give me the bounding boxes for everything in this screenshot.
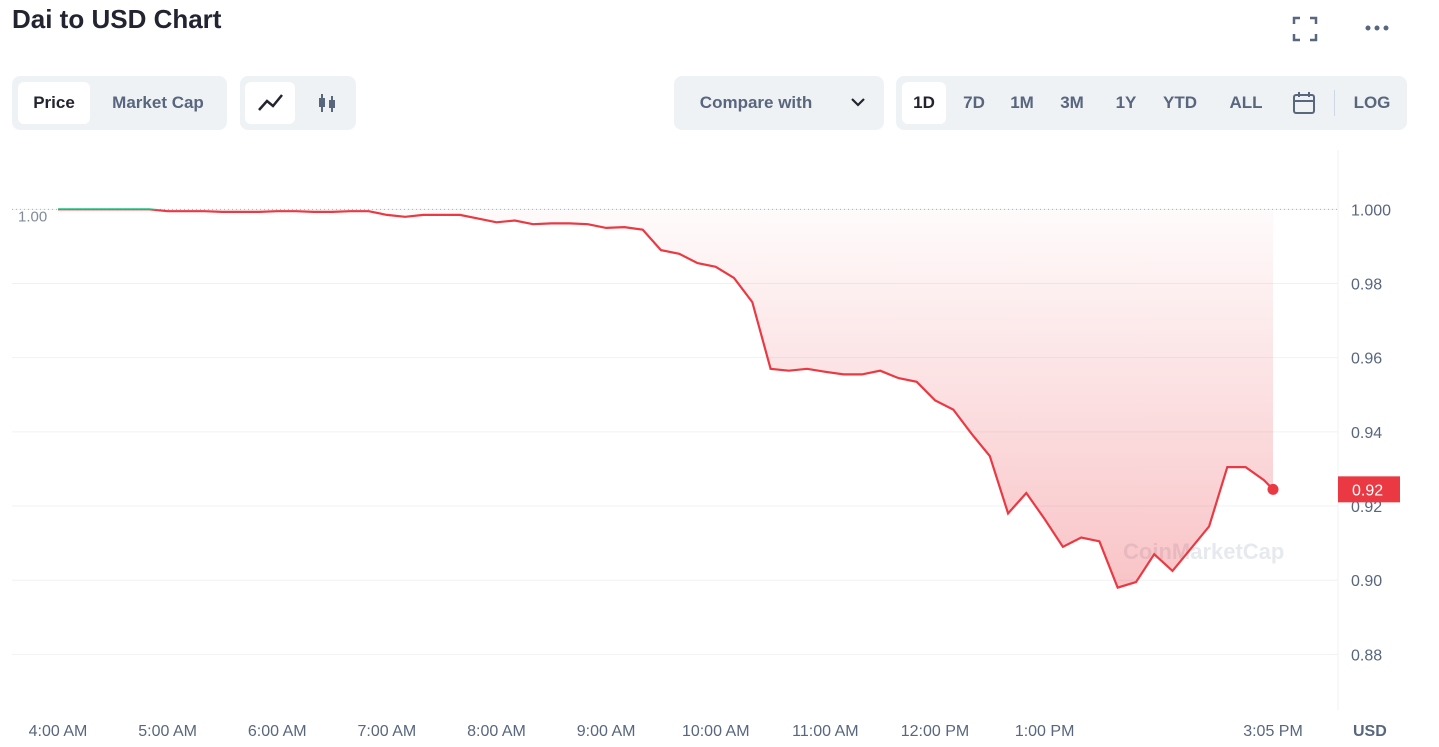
range-button[interactable]: ALL: [1229, 93, 1263, 112]
more-icon[interactable]: [1364, 20, 1392, 36]
candle-button[interactable]: [302, 82, 352, 124]
y-tick-label: 0.88: [1351, 647, 1382, 664]
x-tick-label: 5:00 AM: [138, 723, 197, 740]
y-tick-label: 1.000: [1351, 202, 1391, 219]
x-tick-label: 6:00 AM: [248, 723, 307, 740]
range-button[interactable]: 3M: [1060, 93, 1084, 112]
compare-label: Compare with: [699, 93, 813, 112]
x-tick-label: 10:00 AM: [682, 723, 750, 740]
chevron: [851, 98, 865, 107]
compare-dropdown[interactable]: Compare with: [674, 76, 884, 130]
x-tick-label: 7:00 AM: [358, 723, 417, 740]
x-tick-label: 12:00 PM: [901, 723, 969, 740]
y-tick-label: 0.98: [1351, 277, 1382, 294]
line-button[interactable]: [245, 82, 295, 124]
tab[interactable]: Market Cap: [112, 93, 204, 112]
range-button[interactable]: 7D: [963, 93, 985, 112]
calendar-icon[interactable]: [1292, 91, 1316, 115]
y-unit: USD: [1353, 723, 1387, 740]
x-tick-label: 8:00 AM: [467, 723, 526, 740]
x-tick-label: 4:00 AM: [29, 723, 88, 740]
log-button[interactable]: LOG: [1353, 93, 1391, 112]
y-tick-label: 0.96: [1351, 351, 1382, 368]
y-tick-label: 0.90: [1351, 573, 1382, 590]
chart-type-group: [240, 76, 356, 130]
divider: [1334, 90, 1335, 116]
y-tick-label: 0.92: [1351, 499, 1382, 516]
x-tick-label: 1:00 PM: [1015, 723, 1075, 740]
title: Dai to USD Chart: [12, 4, 222, 34]
price-line-down: [58, 209, 1274, 589]
fullscreen-icon[interactable]: [1292, 16, 1318, 42]
x-tick-label: 9:00 AM: [577, 723, 636, 740]
baseline-label: 1.00: [18, 208, 47, 225]
range-button[interactable]: 1D: [902, 82, 946, 124]
x-tick-label: 3:05 PM: [1243, 723, 1303, 740]
last-point: [1267, 483, 1279, 495]
range-group: LOG 1D 7D 1M 3M 1Y YTD ALL: [896, 76, 1407, 130]
area: [58, 209, 1273, 588]
x-tick-label: 11:00 AM: [792, 723, 858, 740]
tab-group: Price Market Cap: [12, 76, 227, 130]
range-button[interactable]: 1M: [1010, 93, 1034, 112]
range-button[interactable]: 1Y: [1115, 93, 1137, 112]
range-button[interactable]: YTD: [1163, 93, 1197, 112]
tab[interactable]: Price: [18, 82, 90, 124]
last-price-box: [1338, 476, 1400, 503]
last-price-label: 0.92: [1352, 482, 1383, 499]
y-tick-label: 0.94: [1351, 425, 1382, 442]
